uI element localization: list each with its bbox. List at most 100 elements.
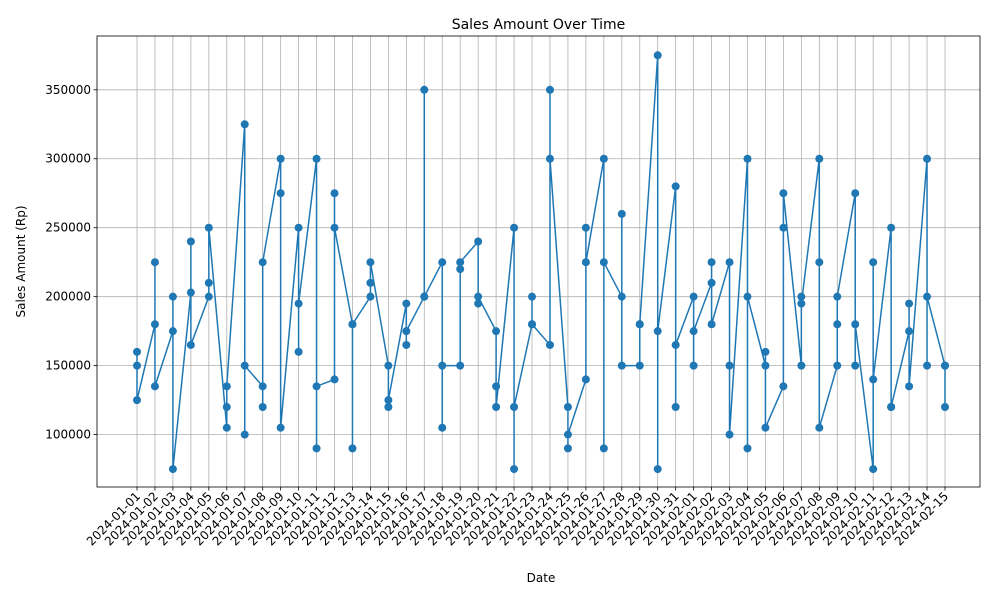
- data-point: [258, 403, 267, 412]
- data-point: [923, 292, 932, 301]
- data-point: [761, 423, 770, 432]
- data-point: [456, 258, 465, 267]
- data-point: [905, 327, 914, 336]
- data-point: [510, 223, 519, 232]
- data-point: [833, 292, 842, 301]
- data-point: [617, 292, 626, 301]
- data-point: [492, 403, 501, 412]
- data-point: [168, 327, 177, 336]
- y-axis-ticks: 100000 150000 200000 250000 300000 350000: [45, 83, 97, 442]
- data-point: [492, 327, 501, 336]
- data-point: [635, 320, 644, 329]
- data-point: [887, 223, 896, 232]
- data-point: [366, 278, 375, 287]
- data-point: [312, 444, 321, 453]
- data-point: [869, 465, 878, 474]
- data-point: [761, 347, 770, 356]
- data-point: [923, 154, 932, 163]
- data-point: [581, 375, 590, 384]
- data-point: [833, 361, 842, 370]
- data-point: [492, 382, 501, 391]
- data-point: [797, 361, 806, 370]
- data-point: [653, 327, 662, 336]
- data-point: [941, 361, 949, 370]
- data-point: [851, 320, 860, 329]
- data-point: [671, 182, 680, 191]
- data-point: [815, 154, 824, 163]
- data-point: [384, 361, 393, 370]
- data-point: [707, 320, 716, 329]
- data-point: [330, 189, 339, 198]
- data-point: [438, 361, 447, 370]
- data-point: [689, 292, 698, 301]
- y-tick-label: 200000: [45, 290, 91, 304]
- data-point: [851, 189, 860, 198]
- data-point: [384, 403, 393, 412]
- data-point: [402, 327, 411, 336]
- data-point: [563, 444, 572, 453]
- data-point: [348, 444, 357, 453]
- y-tick-label: 300000: [45, 152, 91, 166]
- data-point: [276, 154, 285, 163]
- data-point: [581, 258, 590, 267]
- data-point: [150, 320, 159, 329]
- data-point: [617, 361, 626, 370]
- data-point: [599, 444, 608, 453]
- data-point: [438, 258, 447, 267]
- data-point: [851, 361, 860, 370]
- y-tick-label: 350000: [45, 83, 91, 97]
- data-point: [869, 375, 878, 384]
- data-point: [402, 299, 411, 308]
- data-point: [456, 265, 465, 274]
- data-point: [276, 189, 285, 198]
- data-point: [240, 361, 249, 370]
- data-point: [653, 465, 662, 474]
- data-point: [258, 258, 267, 267]
- data-point: [599, 154, 608, 163]
- data-point: [563, 403, 572, 412]
- data-point: [653, 51, 662, 60]
- data-point: [815, 423, 824, 432]
- data-point: [581, 223, 590, 232]
- data-point: [330, 375, 339, 384]
- data-point: [240, 430, 249, 439]
- chart-title: Sales Amount Over Time: [452, 17, 626, 33]
- data-point: [797, 292, 806, 301]
- data-point: [617, 209, 626, 218]
- data-point: [168, 465, 177, 474]
- data-point: [545, 154, 554, 163]
- data-point: [438, 423, 447, 432]
- data-point: [240, 120, 249, 129]
- data-point: [330, 223, 339, 232]
- data-point: [294, 299, 303, 308]
- data-point: [312, 382, 321, 391]
- data-point: [528, 320, 537, 329]
- data-point: [779, 382, 788, 391]
- data-point: [186, 288, 195, 297]
- y-tick-label: 100000: [45, 428, 91, 442]
- data-point: [833, 320, 842, 329]
- data-point: [133, 361, 141, 370]
- data-point: [941, 403, 949, 412]
- data-point: [420, 292, 429, 301]
- data-point: [204, 223, 213, 232]
- data-point: [743, 292, 752, 301]
- data-point: [474, 299, 483, 308]
- data-point: [599, 258, 608, 267]
- data-point: [222, 382, 231, 391]
- series-sales: [133, 51, 949, 474]
- data-point: [689, 327, 698, 336]
- data-point: [366, 258, 375, 267]
- data-point: [779, 189, 788, 198]
- data-point: [528, 292, 537, 301]
- data-point: [671, 340, 680, 349]
- data-point: [133, 396, 141, 405]
- data-point: [186, 237, 195, 246]
- data-point: [474, 237, 483, 246]
- data-point: [204, 292, 213, 301]
- data-point: [887, 403, 896, 412]
- data-point: [743, 154, 752, 163]
- plot-area: [96, 35, 981, 488]
- data-point: [366, 292, 375, 301]
